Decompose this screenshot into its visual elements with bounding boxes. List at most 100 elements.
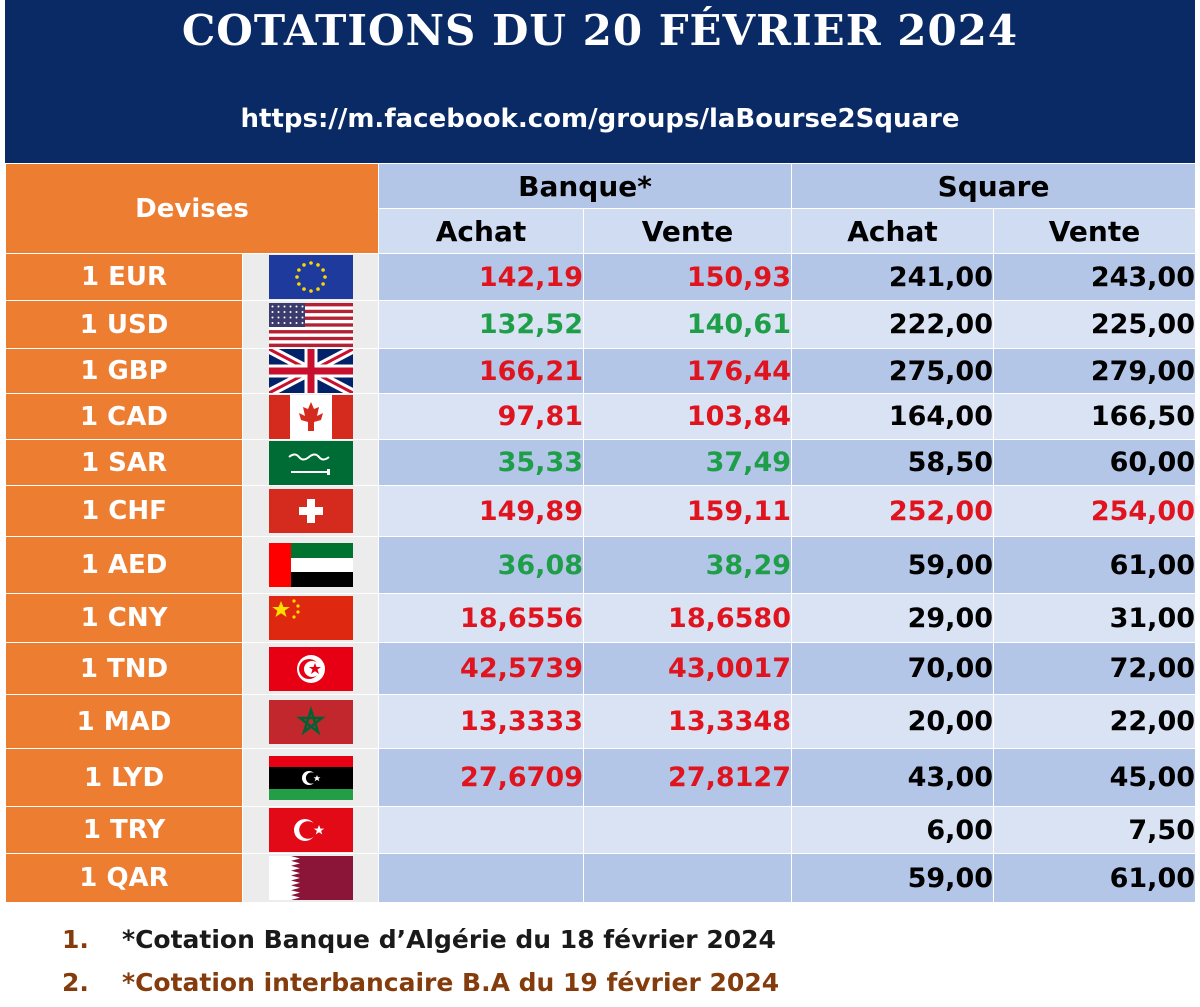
currency-row: 1 MAD 13,3333 13,3348 20,00 22,00: [5, 694, 1197, 749]
currency-row: 1 USD 132,52 140,61 222,00 225,00: [5, 300, 1197, 349]
square-sell-value: 166,50: [993, 393, 1197, 440]
currency-code: 1 CAD: [5, 393, 243, 440]
footnotes: 1. *Cotation Banque d’Algérie du 18 févri…: [62, 918, 779, 1004]
currency-code: 1 LYD: [5, 748, 243, 807]
bank-sell-header: Vente: [583, 208, 793, 254]
quotes-body: 1 EUR 142,19 150,93 241,00 243,00 1 USD 132,52…: [5, 253, 1197, 903]
bank-sell-value: 176,44: [583, 348, 793, 394]
bank-sell-value: 38,29: [583, 536, 793, 594]
swiss-flag: [241, 485, 380, 537]
square-sell-value: 225,00: [993, 300, 1197, 349]
square-sell-value: 243,00: [993, 253, 1197, 301]
currency-row: 1 LYD 27,6709 27,8127 43,00 45,00: [5, 748, 1197, 807]
currency-code: 1 CNY: [5, 593, 243, 643]
currency-row: 1 EUR 142,19 150,93 241,00 243,00: [5, 253, 1197, 301]
morocco-flag: [241, 694, 380, 749]
bank-sell-value: [583, 853, 793, 903]
bank-buy-value: 149,89: [378, 485, 585, 537]
square-buy-value: 252,00: [791, 485, 995, 537]
square-sell-value: 22,00: [993, 694, 1197, 749]
footnote-2: 2. *Cotation interbancaire B.A du 19 févr…: [62, 961, 779, 1004]
turkey-flag: [241, 806, 380, 854]
square-buy-value: 241,00: [791, 253, 995, 301]
bank-sell-value: [583, 806, 793, 854]
currency-code: 1 TRY: [5, 806, 243, 854]
us-flag: [241, 300, 380, 349]
tunisia-flag: [241, 642, 380, 695]
footnote-number: 2.: [62, 968, 89, 997]
bank-buy-value: 36,08: [378, 536, 585, 594]
square-buy-value: 222,00: [791, 300, 995, 349]
bank-sell-value: 43,0017: [583, 642, 793, 695]
bank-buy-value: 18,6556: [378, 593, 585, 643]
devises-header: Devises: [4, 163, 380, 254]
footnote-text: *Cotation interbancaire B.A du 19 févrie…: [122, 968, 780, 997]
bank-sell-value: 13,3348: [583, 694, 793, 749]
currency-code: 1 TND: [5, 642, 243, 695]
currency-code: 1 CHF: [5, 485, 243, 537]
page-title: COTATIONS DU 20 FÉVRIER 2024: [181, 6, 1019, 55]
square-sell-value: 72,00: [993, 642, 1197, 695]
currency-row: 1 QAR 59,00 61,00: [5, 853, 1197, 903]
currency-row: 1 SAR 35,33 37,49 58,50 60,00: [5, 439, 1197, 486]
square-buy-value: 29,00: [791, 593, 995, 643]
bank-buy-value: 166,21: [378, 348, 585, 394]
bank-buy-value: 42,5739: [378, 642, 585, 695]
currency-row: 1 TRY 6,00 7,50: [5, 806, 1197, 854]
currency-row: 1 CAD 97,81 103,84 164,00 166,50: [5, 393, 1197, 440]
square-sell-value: 7,50: [993, 806, 1197, 854]
square-buy-value: 164,00: [791, 393, 995, 440]
currency-row: 1 CHF 149,89 159,11 252,00 254,00: [5, 485, 1197, 537]
square-group-header: Square: [791, 163, 1197, 209]
square-sell-value: 45,00: [993, 748, 1197, 807]
currency-row: 1 CNY 18,6556 18,6580 29,00 31,00: [5, 593, 1197, 643]
bank-sell-value: 103,84: [583, 393, 793, 440]
group-url[interactable]: https://m.facebook.com/groups/laBourse2S…: [240, 104, 960, 134]
bank-buy-value: [378, 853, 585, 903]
bank-buy-value: 97,81: [378, 393, 585, 440]
square-sell-header: Vente: [993, 208, 1197, 254]
uae-flag: [241, 536, 380, 594]
square-buy-header: Achat: [791, 208, 995, 254]
bank-group-header: Banque*: [378, 163, 793, 209]
canada-flag: [241, 393, 380, 440]
bank-buy-value: 27,6709: [378, 748, 585, 807]
square-sell-value: 31,00: [993, 593, 1197, 643]
square-buy-value: 58,50: [791, 439, 995, 486]
currency-code: 1 QAR: [5, 853, 243, 903]
bank-sell-value: 140,61: [583, 300, 793, 349]
currency-code: 1 GBP: [5, 348, 243, 394]
square-sell-value: 60,00: [993, 439, 1197, 486]
square-sell-value: 61,00: [993, 536, 1197, 594]
bank-buy-value: 132,52: [378, 300, 585, 349]
currency-code: 1 SAR: [5, 439, 243, 486]
square-buy-value: 20,00: [791, 694, 995, 749]
bank-buy-value: 142,19: [378, 253, 585, 301]
square-buy-value: 275,00: [791, 348, 995, 394]
footnote-text: *Cotation Banque d’Algérie du 18 février…: [122, 925, 776, 954]
currency-code: 1 MAD: [5, 694, 243, 749]
currency-code: 1 USD: [5, 300, 243, 349]
footnote-number: 1.: [62, 925, 89, 954]
square-sell-value: 279,00: [993, 348, 1197, 394]
bank-sell-value: 150,93: [583, 253, 793, 301]
currency-row: 1 GBP 166,21 176,44 275,00 279,00: [5, 348, 1197, 394]
bank-sell-value: 159,11: [583, 485, 793, 537]
bank-buy-value: 13,3333: [378, 694, 585, 749]
square-buy-value: 6,00: [791, 806, 995, 854]
page-header: COTATIONS DU 20 FÉVRIER 2024 https://m.f…: [5, 0, 1195, 163]
square-sell-value: 61,00: [993, 853, 1197, 903]
bank-sell-value: 18,6580: [583, 593, 793, 643]
square-buy-value: 59,00: [791, 853, 995, 903]
qatar-flag: [241, 853, 380, 903]
currency-code: 1 AED: [5, 536, 243, 594]
saudi-flag: [241, 439, 380, 486]
square-sell-value: 254,00: [993, 485, 1197, 537]
square-buy-value: 59,00: [791, 536, 995, 594]
bank-sell-value: 37,49: [583, 439, 793, 486]
footnote-1: 1. *Cotation Banque d’Algérie du 18 févri…: [62, 918, 779, 961]
uk-flag: [241, 348, 380, 394]
square-buy-value: 43,00: [791, 748, 995, 807]
bank-buy-value: 35,33: [378, 439, 585, 486]
bank-buy-header: Achat: [378, 208, 585, 254]
